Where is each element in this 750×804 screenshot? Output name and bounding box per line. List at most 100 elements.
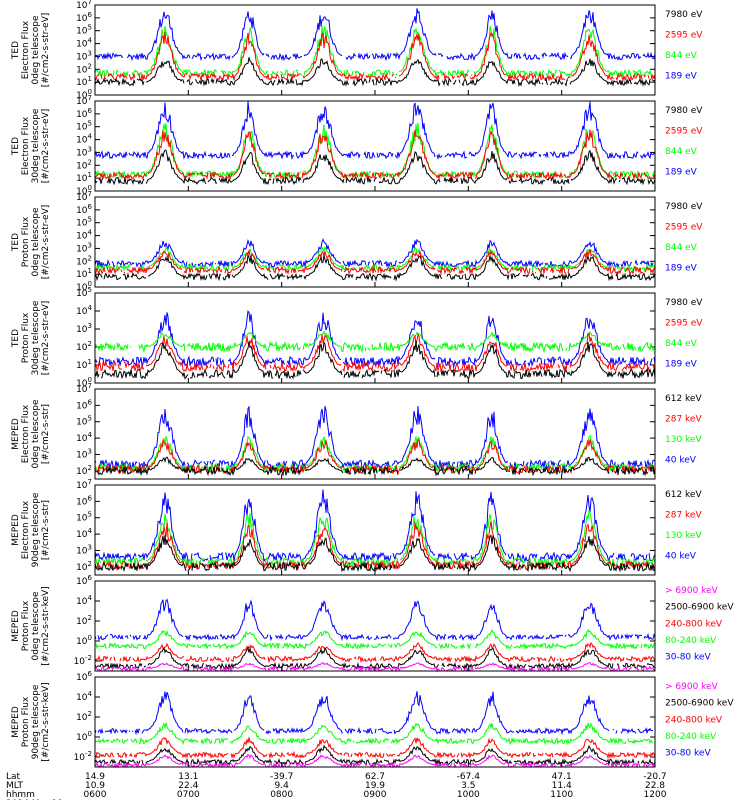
y-axis-label: MEPED <box>11 514 21 546</box>
y-tick-label: 100 <box>76 280 92 293</box>
x-tick-label: 0600 <box>84 790 107 800</box>
series-line <box>94 248 656 276</box>
legend-entry: 7980 eV <box>665 298 703 308</box>
series-line <box>94 253 656 282</box>
y-tick-label: 103 <box>76 49 92 62</box>
y-tick-label: 107 <box>76 0 92 11</box>
panel-6: 102 103 104 105 106 107 MEPED Electron Flux 90de… <box>11 478 702 576</box>
panel-4: 100 101 102 103 104 105 TED Proton Flux 30deg te… <box>11 286 703 389</box>
y-axis-label: 90deg telescope <box>31 492 41 567</box>
legend-entry: 844 eV <box>665 339 698 349</box>
series-line <box>94 598 656 642</box>
y-axis-label: [#/cm2-s-str-eV] <box>41 109 51 184</box>
series-line <box>94 744 656 767</box>
y-tick-label: 106 <box>76 574 92 587</box>
x-tick-label: -20.7 <box>643 772 666 782</box>
legend-entry: 7980 eV <box>665 106 703 116</box>
series-line <box>94 489 656 563</box>
legend-entry: 7980 eV <box>665 202 703 212</box>
legend-entry: 844 eV <box>665 51 698 61</box>
y-tick-label: 10-2 <box>74 750 92 763</box>
x-tick-label: 9.4 <box>275 781 290 791</box>
y-axis-label: [#/cm2-s-str-keV] <box>41 682 51 761</box>
y-tick-label: 105 <box>76 120 92 133</box>
plot-frame <box>94 4 656 96</box>
legend-entry: 2595 eV <box>665 126 703 136</box>
series-line <box>94 736 656 760</box>
y-axis-label: [#/cm2-s-str-eV] <box>41 13 51 88</box>
y-tick-label: 106 <box>76 11 92 24</box>
x-tick-label: 0700 <box>177 790 200 800</box>
series-line <box>94 57 656 88</box>
y-tick-label: 102 <box>76 62 92 75</box>
y-axis-label: Electron Flux <box>21 404 31 463</box>
y-tick-label: 102 <box>76 560 92 573</box>
legend-entry: 7980 eV <box>665 10 703 20</box>
legend-entry: 2595 eV <box>665 30 703 40</box>
y-tick-label: 103 <box>76 322 92 335</box>
x-tick-label: 1200 <box>644 790 667 800</box>
legend-entry: 2500-6900 keV <box>665 603 734 613</box>
y-tick-label: 107 <box>76 190 92 203</box>
y-axis-label: Proton Flux <box>21 600 31 651</box>
panel-5: 102 103 104 105 106 107 MEPED Electron Flux 0deg… <box>11 382 702 480</box>
y-tick-label: 104 <box>76 133 92 146</box>
y-axis-label: [#/cm2-s-str-eV] <box>41 205 51 280</box>
x-tick-label: 1100 <box>550 790 573 800</box>
y-axis-label: TED <box>11 137 21 156</box>
y-axis-label: TED <box>11 329 21 348</box>
y-axis-label: [#/cm2-s-str] <box>41 500 51 560</box>
y-axis-label: Electron Flux <box>21 116 31 175</box>
series-line <box>94 330 656 354</box>
y-axis-label: MEPED <box>11 418 21 450</box>
y-tick-label: 104 <box>76 304 92 317</box>
y-axis-label: MEPED <box>11 610 21 642</box>
legend-entry: 240-800 keV <box>665 619 723 629</box>
y-tick-label: 107 <box>76 382 92 395</box>
x-tick-label: 19.9 <box>365 781 385 791</box>
x-tick-label: 3.5 <box>461 781 475 791</box>
x-tick-label: 11.4 <box>552 781 572 791</box>
legend-entry: > 6900 keV <box>665 682 719 692</box>
y-tick-label: 106 <box>76 203 92 216</box>
y-tick-label: 104 <box>76 690 92 703</box>
y-tick-label: 104 <box>76 594 92 607</box>
y-tick-label: 105 <box>76 216 92 229</box>
y-axis-label: 30deg telescope <box>31 108 41 183</box>
x-tick-label: 0900 <box>364 790 387 800</box>
y-axis-label: TED <box>11 41 21 60</box>
legend-entry: 130 keV <box>665 435 702 445</box>
y-axis-label: Proton Flux <box>21 312 31 363</box>
y-axis-label: Proton Flux <box>21 216 31 267</box>
legend-entry: > 6900 keV <box>665 586 719 596</box>
series-line <box>94 438 656 475</box>
y-tick-label: 107 <box>76 478 92 491</box>
series-line <box>94 310 656 368</box>
series-line <box>94 246 656 273</box>
legend-entry: 287 keV <box>665 510 702 520</box>
y-tick-label: 106 <box>76 107 92 120</box>
y-axis-label: 0deg telescope <box>31 591 41 661</box>
y-tick-label: 105 <box>76 415 92 428</box>
y-tick-label: 106 <box>76 398 92 411</box>
series-line <box>95 691 655 733</box>
y-tick-label: 106 <box>76 670 92 683</box>
y-tick-label: 101 <box>76 171 92 184</box>
series-line <box>94 332 656 373</box>
x-tick-label: 22.8 <box>645 781 665 791</box>
series-line <box>94 534 656 573</box>
legend-entry: 2595 eV <box>665 222 703 232</box>
x-tick-label: 47.1 <box>552 772 572 782</box>
plot-frame <box>94 292 656 384</box>
y-axis-label: MEPED <box>11 706 21 738</box>
legend-entry: 30-80 keV <box>665 749 711 759</box>
legend-entry: 40 keV <box>665 551 697 561</box>
x-tick-label: 10.9 <box>85 781 105 791</box>
y-axis-label: Electron Flux <box>21 20 31 79</box>
y-tick-label: 103 <box>76 145 92 158</box>
y-tick-label: 101 <box>76 75 92 88</box>
y-axis-label: 0deg telescope <box>31 207 41 277</box>
series-line <box>94 340 656 380</box>
